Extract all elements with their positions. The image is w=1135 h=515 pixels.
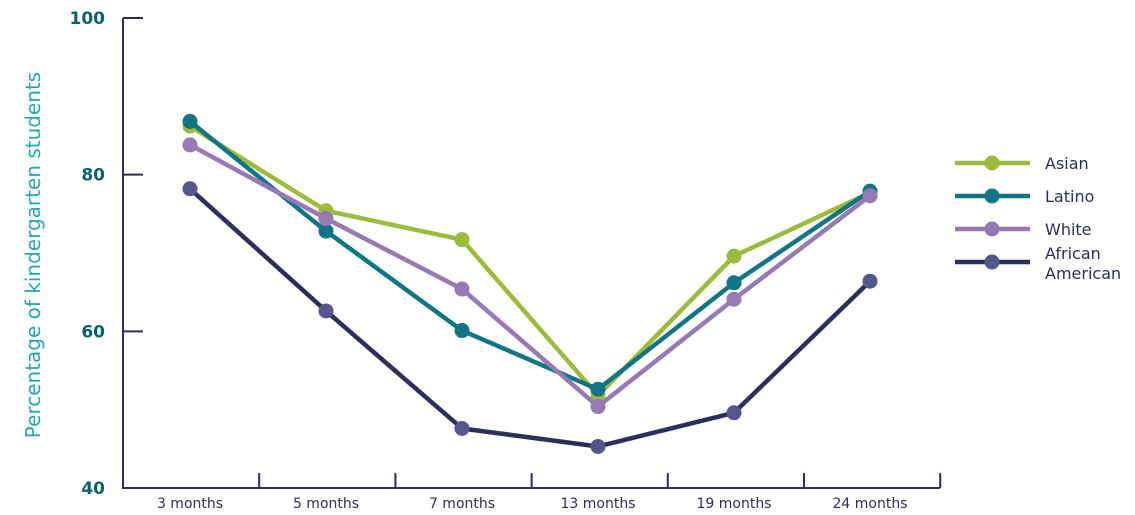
legend-label: Asian — [1045, 154, 1089, 173]
data-point — [454, 281, 470, 297]
legend-swatch-marker — [984, 155, 1000, 171]
y-axis: 100 80 60 40 — [70, 9, 143, 499]
legend-item: Asian — [955, 154, 1089, 173]
data-point — [726, 248, 742, 264]
legend: Asian Latino White African American — [955, 154, 1121, 283]
series-line — [187, 186, 873, 449]
data-point — [318, 211, 334, 227]
legend-swatch-marker — [984, 188, 1000, 204]
data-point — [726, 275, 742, 291]
y-tick-label: 40 — [81, 479, 105, 499]
series-lines — [182, 113, 878, 454]
data-point — [590, 399, 606, 415]
x-tick-label: 19 months — [697, 496, 772, 512]
data-point — [318, 223, 334, 239]
data-point — [182, 137, 198, 153]
series-white — [182, 137, 878, 415]
x-ticks: 3 months 5 months 7 months 13 months 19 mont… — [157, 473, 942, 512]
x-tick-label: 24 months — [833, 496, 908, 512]
data-point — [862, 273, 878, 289]
y-axis-label: Percentage of kindergarten students — [21, 72, 45, 438]
x-axis: 3 months 5 months 7 months 13 months 19 mont… — [122, 473, 942, 512]
legend-swatch-marker — [984, 221, 1000, 237]
legend-label: African American — [1045, 244, 1121, 283]
series-line — [187, 142, 873, 409]
data-point — [182, 113, 198, 129]
legend-item: White — [955, 220, 1092, 239]
data-point — [182, 181, 198, 197]
data-point — [590, 381, 606, 397]
series-line — [187, 123, 873, 398]
legend-item: African American — [955, 244, 1121, 283]
data-point — [726, 405, 742, 421]
legend-item: Latino — [955, 187, 1094, 206]
data-point — [862, 188, 878, 204]
legend-label: Latino — [1045, 187, 1094, 206]
series-line — [187, 119, 873, 392]
series-african-american — [182, 181, 878, 454]
data-point — [454, 232, 470, 248]
x-tick-label: 7 months — [429, 496, 495, 512]
y-ticks: 100 80 60 40 — [70, 9, 143, 499]
data-point — [454, 323, 470, 339]
y-tick-label: 80 — [81, 166, 105, 186]
data-point — [318, 303, 334, 319]
legend-label: White — [1045, 220, 1092, 239]
data-point — [590, 438, 606, 454]
y-tick-label: 60 — [81, 322, 105, 342]
series-latino — [182, 113, 878, 397]
x-tick-label: 5 months — [293, 496, 359, 512]
x-tick-label: 13 months — [561, 496, 636, 512]
data-point — [454, 420, 470, 436]
data-point — [726, 291, 742, 307]
x-tick-label: 3 months — [157, 496, 223, 512]
y-tick-label: 100 — [70, 9, 106, 29]
legend-swatch-marker — [984, 254, 1000, 270]
